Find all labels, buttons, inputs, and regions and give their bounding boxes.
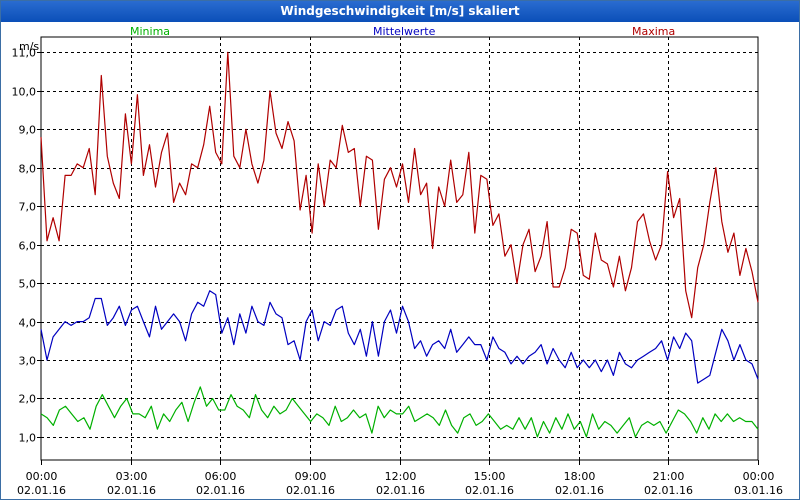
x-tick-time-label: 00:00 <box>743 470 775 483</box>
grid-lines <box>41 37 758 460</box>
series-line-mittelwerte <box>40 290 759 384</box>
y-axis-label: m/s <box>19 40 39 53</box>
y-tick-label: 10,0 <box>12 86 37 99</box>
x-tick-time-label: 09:00 <box>295 470 327 483</box>
y-tick-label: 5,0 <box>19 278 37 291</box>
y-tick-label: 9,0 <box>19 124 37 137</box>
y-axis: 1,0 2,0 3,0 4,0 5,0 6,0 7,0 8,0 9,0 10,0 11,0 <box>12 47 41 445</box>
x-tick-date-label: 02.01.16 <box>644 484 693 497</box>
y-tick-label: 2,0 <box>19 393 37 406</box>
x-tick-date-label: 02.01.16 <box>107 484 156 497</box>
y-tick-label: 4,0 <box>19 317 37 330</box>
x-tick-time-label: 15:00 <box>474 470 506 483</box>
x-tick-time-label: 12:00 <box>385 470 417 483</box>
x-tick-time-label: 18:00 <box>564 470 596 483</box>
x-tick-time-label: 03:00 <box>116 470 148 483</box>
x-tick-time-label: 00:00 <box>26 470 58 483</box>
x-axis: 00:0002.01.1603:0002.01.1606:0002.01.160… <box>17 460 783 497</box>
x-tick-time-label: 21:00 <box>653 470 685 483</box>
x-tick-date-label: 02.01.16 <box>286 484 335 497</box>
series-lines <box>40 51 759 438</box>
y-tick-label: 6,0 <box>19 240 37 253</box>
series-line-minima <box>40 386 759 438</box>
x-tick-date-label: 02.01.16 <box>196 484 245 497</box>
y-tick-label: 11,0 <box>12 47 37 60</box>
x-tick-date-label: 03.01.16 <box>734 484 783 497</box>
legend-maxima: Maxima <box>632 25 675 38</box>
x-tick-date-label: 02.01.16 <box>376 484 425 497</box>
series-line-maxima <box>40 51 759 319</box>
x-tick-date-label: 02.01.16 <box>555 484 604 497</box>
x-tick-date-label: 02.01.16 <box>17 484 66 497</box>
x-tick-date-label: 02.01.16 <box>465 484 514 497</box>
window-title: Windgeschwindigkeit [m/s] skaliert <box>1 1 799 22</box>
x-tick-time-label: 06:00 <box>205 470 237 483</box>
legend-mittelwerte: Mittelwerte <box>373 25 436 38</box>
y-tick-label: 1,0 <box>19 432 37 445</box>
y-tick-label: 7,0 <box>19 201 37 214</box>
plot-area <box>40 36 759 461</box>
y-tick-label: 3,0 <box>19 355 37 368</box>
y-tick-label: 8,0 <box>19 163 37 176</box>
legend-minima: Minima <box>130 25 170 38</box>
